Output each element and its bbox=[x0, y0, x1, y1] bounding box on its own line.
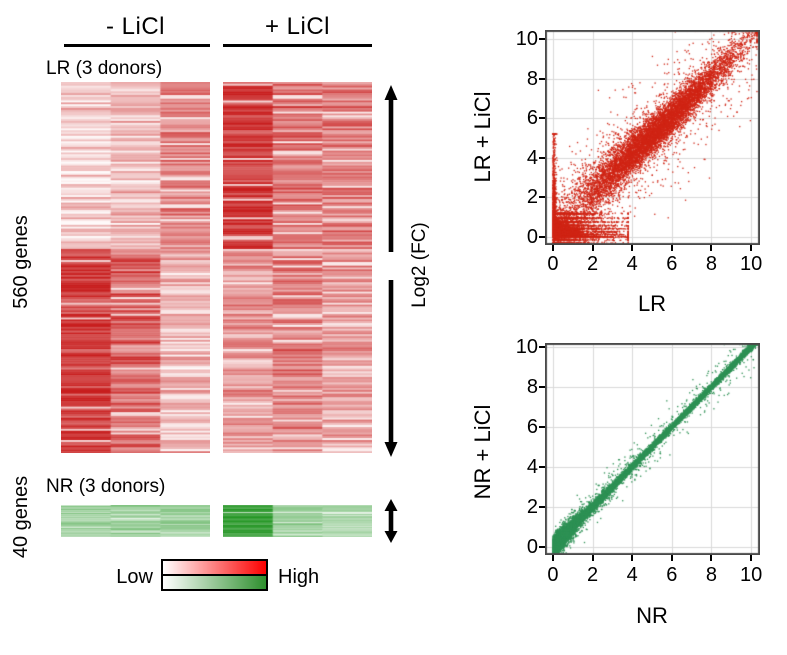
nr-section-label: NR (3 donors) bbox=[46, 476, 166, 497]
x-tick-mark bbox=[670, 245, 673, 251]
lr-scatter-x-label: LR bbox=[637, 291, 667, 316]
x-tick-mark bbox=[750, 245, 753, 251]
x-tick-label: 8 bbox=[705, 253, 717, 275]
y-tick-mark bbox=[539, 506, 545, 508]
lr-scatter-y-axis: 0 2 4 6 8 10 bbox=[498, 27, 538, 248]
nr-heatmap-minus-licl bbox=[61, 505, 210, 537]
y-tick-label: 2 bbox=[526, 186, 538, 209]
nr-scatter-y-tickmarks bbox=[539, 343, 545, 555]
legend-green-bar bbox=[161, 574, 268, 591]
lr-scatter-x-tickmarks bbox=[545, 245, 760, 251]
x-tick-mark bbox=[710, 555, 713, 561]
x-tick-label: 10 bbox=[739, 253, 763, 275]
y-tick-mark bbox=[539, 236, 545, 239]
legend-colorbars bbox=[161, 559, 268, 591]
legend-low-label: Low bbox=[116, 566, 153, 588]
y-tick-label: 4 bbox=[526, 456, 538, 478]
y-tick-mark bbox=[539, 117, 545, 120]
nr-gene-count-label: 40 genes bbox=[10, 475, 32, 559]
y-tick-mark bbox=[539, 77, 545, 80]
nr-scatter-y-axis: 0 2 4 6 8 10 bbox=[498, 336, 538, 558]
nr-scatter-plot bbox=[545, 343, 760, 555]
y-tick-label: 8 bbox=[526, 376, 538, 398]
y-tick-label: 6 bbox=[526, 107, 538, 130]
lr-scatter-y-tickmarks bbox=[539, 30, 545, 245]
header-underline-minus bbox=[64, 44, 210, 47]
x-tick-mark bbox=[631, 555, 634, 561]
lr-heatmap-minus-licl bbox=[61, 82, 210, 453]
header-underline-plus bbox=[223, 44, 372, 47]
y-tick-mark bbox=[539, 546, 545, 548]
condition-header-minus-licl: - LiCl bbox=[105, 13, 165, 40]
x-tick-label: 6 bbox=[666, 564, 678, 586]
lr-scatter-y-label: LR + LiCl bbox=[470, 91, 495, 183]
y-tick-mark bbox=[539, 426, 545, 428]
y-tick-label: 8 bbox=[526, 67, 538, 90]
nr-heatmap-plus-licl bbox=[223, 505, 372, 537]
nr-range-arrow-icon bbox=[384, 499, 398, 543]
condition-header-plus-licl: + LiCl bbox=[264, 13, 331, 40]
y-tick-label: 6 bbox=[526, 416, 538, 438]
x-tick-mark bbox=[631, 245, 634, 251]
lr-section-label: LR (3 donors) bbox=[46, 58, 163, 79]
y-tick-label: 0 bbox=[526, 226, 538, 249]
y-tick-label: 0 bbox=[526, 536, 538, 558]
lr-scatter-x-axis: 0 2 4 6 8 10 bbox=[545, 249, 762, 275]
legend-high-label: High bbox=[278, 566, 320, 588]
lr-gene-count-label: 560 genes bbox=[10, 215, 32, 309]
x-tick-label: 2 bbox=[586, 253, 599, 275]
x-tick-label: 6 bbox=[666, 253, 678, 275]
x-tick-mark bbox=[750, 555, 753, 561]
x-tick-mark bbox=[591, 245, 594, 251]
y-tick-mark bbox=[539, 37, 545, 40]
log2fc-axis-label: Log2 (FC) bbox=[409, 222, 430, 308]
log2fc-range-arrow-icon bbox=[384, 85, 398, 457]
lr-heatmap-plus-licl bbox=[223, 82, 372, 453]
nr-scatter-x-tickmarks bbox=[545, 555, 760, 561]
y-tick-mark bbox=[539, 156, 545, 159]
x-tick-label: 2 bbox=[586, 564, 599, 586]
y-tick-label: 10 bbox=[515, 336, 538, 358]
nr-scatter-x-axis: 0 2 4 6 8 10 bbox=[545, 560, 762, 586]
y-tick-label: 4 bbox=[526, 146, 538, 169]
x-tick-label: 8 bbox=[705, 564, 717, 586]
x-tick-label: 0 bbox=[547, 253, 559, 275]
x-tick-mark bbox=[551, 245, 554, 251]
y-tick-mark bbox=[539, 346, 545, 348]
x-tick-label: 10 bbox=[739, 564, 763, 586]
y-tick-label: 10 bbox=[515, 27, 538, 50]
x-tick-label: 4 bbox=[626, 253, 638, 275]
y-tick-mark bbox=[539, 466, 545, 468]
nr-scatter-x-label: NR bbox=[636, 603, 668, 628]
x-tick-mark bbox=[551, 555, 554, 561]
x-tick-mark bbox=[710, 245, 713, 251]
y-tick-mark bbox=[539, 386, 545, 388]
x-tick-label: 0 bbox=[547, 564, 559, 586]
x-tick-label: 4 bbox=[626, 564, 638, 586]
x-tick-mark bbox=[591, 555, 594, 561]
y-tick-label: 2 bbox=[526, 496, 538, 518]
nr-scatter-y-label: NR + LiCl bbox=[470, 404, 495, 500]
lr-scatter-plot bbox=[545, 30, 760, 245]
x-tick-mark bbox=[670, 555, 673, 561]
y-tick-mark bbox=[539, 196, 545, 199]
